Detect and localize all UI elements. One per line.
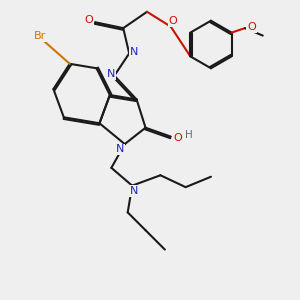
Text: O: O [84, 15, 93, 25]
Text: H: H [185, 130, 193, 140]
Text: O: O [169, 16, 178, 26]
Text: N: N [116, 144, 124, 154]
Text: N: N [130, 186, 138, 196]
Text: N: N [107, 69, 116, 79]
Text: Br: Br [34, 31, 46, 41]
Text: O: O [247, 22, 256, 32]
Text: O: O [174, 133, 183, 143]
Text: N: N [130, 47, 138, 57]
